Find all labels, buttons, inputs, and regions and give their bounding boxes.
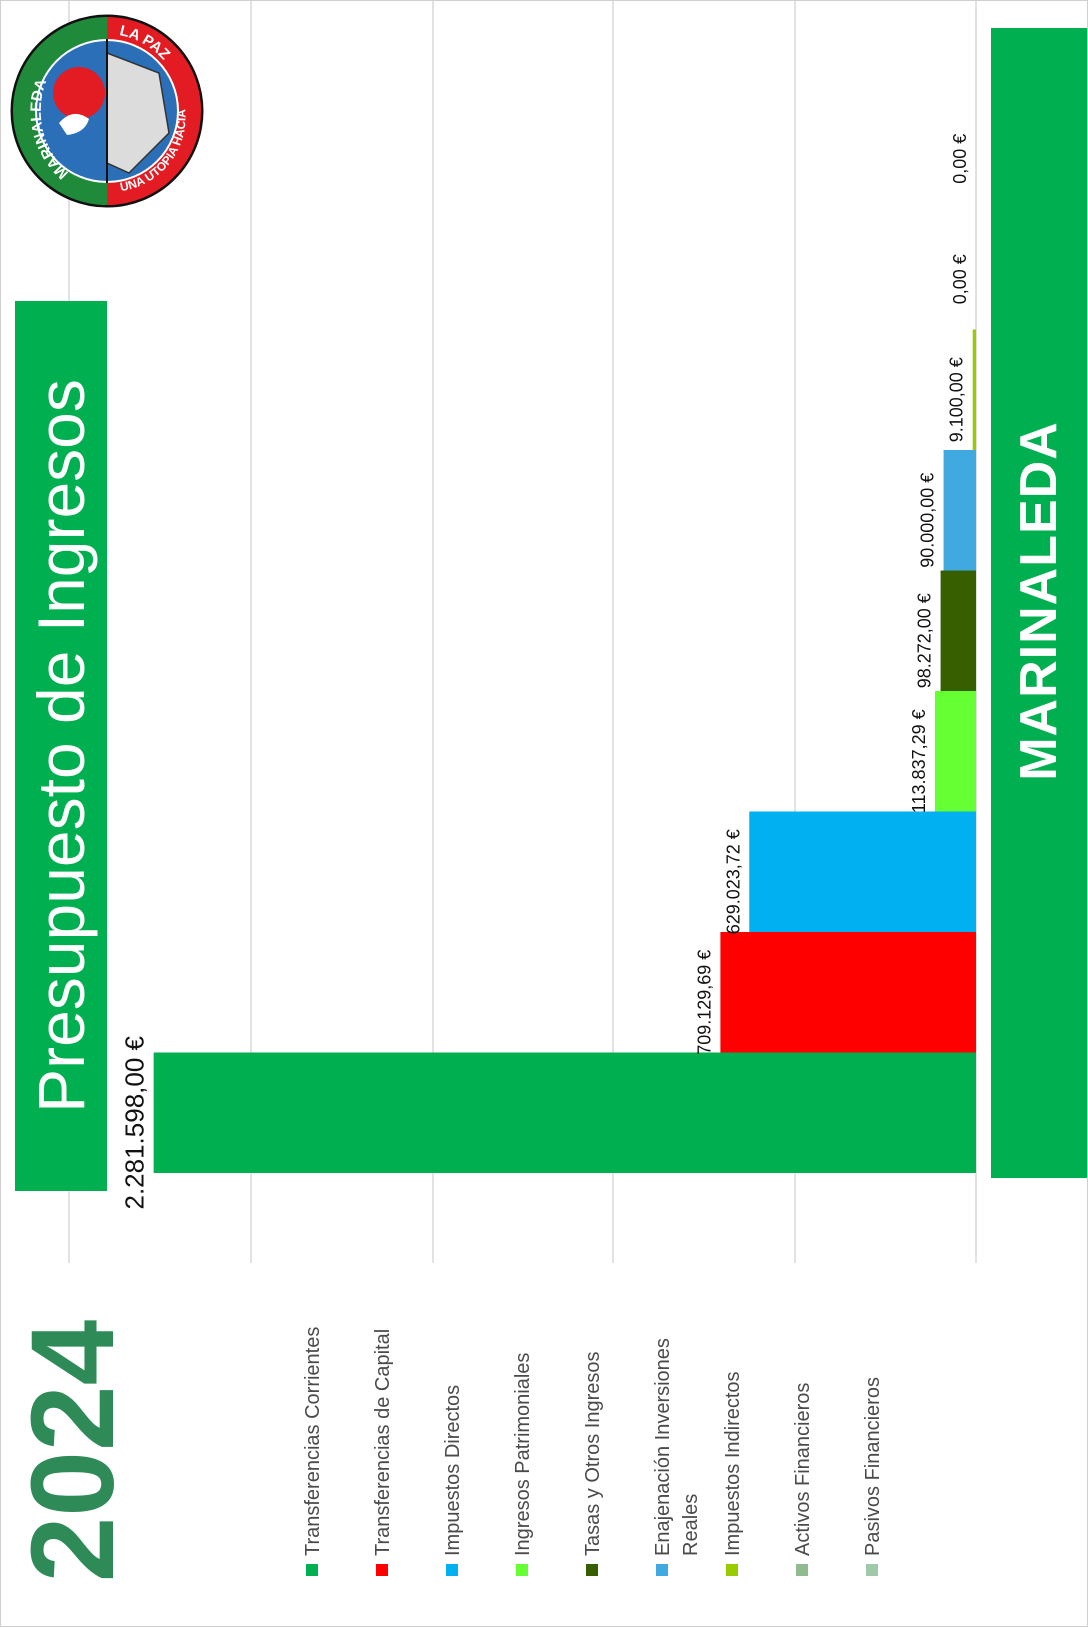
data-label: 98.272,00 € [915, 593, 935, 688]
legend-item: Ingresos Patrimoniales [512, 1353, 534, 1576]
data-label: 90.000,00 € [918, 473, 938, 568]
legend-item: Tasas y Otros Ingresos [582, 1351, 604, 1576]
bar [749, 811, 976, 932]
legend-item: Transferencias Corrientes [302, 1327, 324, 1576]
title-banner [15, 301, 107, 1191]
legend-item: Activos Financieros [792, 1383, 814, 1576]
bar [943, 450, 976, 571]
legend-item: Transferencias de Capital [372, 1329, 394, 1576]
legend-swatch [656, 1564, 668, 1576]
data-label: 113.837,29 € [909, 709, 929, 813]
data-labels: 2.281.598,00 € 709.129,69 € 629.023,72 € 11… [120, 134, 970, 1210]
bar [720, 932, 976, 1053]
legend-label: Impuestos Indirectos [722, 1371, 744, 1556]
data-label: 0,00 € [950, 254, 970, 304]
legend-label: Activos Financieros [792, 1383, 814, 1556]
year-label: 2024 [7, 1319, 139, 1583]
legend-label: Tasas y Otros Ingresos [582, 1351, 604, 1556]
data-label: 9.100,00 € [947, 357, 967, 442]
legend-swatch [866, 1564, 878, 1576]
legend-swatch [586, 1564, 598, 1576]
legend-swatch [796, 1564, 808, 1576]
legend-swatch [516, 1564, 528, 1576]
legend-label: Pasivos Financieros [862, 1377, 884, 1556]
legend-swatch [726, 1564, 738, 1576]
data-label: 0,00 € [950, 134, 970, 184]
data-label: 2.281.598,00 € [120, 1035, 150, 1209]
legend-item: Impuestos Directos [442, 1385, 464, 1576]
brand-name: MARINALEDA [1010, 421, 1068, 781]
legend-label: Transferencias Corrientes [302, 1327, 324, 1556]
legend-item: Enajenación Inversiones Reales [652, 1338, 702, 1576]
legend-label: Ingresos Patrimoniales [512, 1353, 534, 1556]
chart-title: Presupuesto de Ingresos [24, 379, 98, 1113]
legend-label: Reales [680, 1494, 702, 1556]
bar [934, 691, 976, 812]
legend-label: Transferencias de Capital [372, 1329, 394, 1556]
legend: Transferencias Corrientes Transferencias … [302, 1327, 884, 1576]
legend-label: Enajenación Inversiones [652, 1338, 674, 1556]
bars [153, 329, 977, 1173]
legend-swatch [306, 1564, 318, 1576]
legend-swatch [376, 1564, 388, 1576]
legend-item: Pasivos Financieros [862, 1377, 884, 1576]
legend-label: Impuestos Directos [442, 1385, 464, 1556]
bar [972, 329, 976, 450]
bar [940, 570, 976, 691]
marinaleda-logo: MARINALEDA LA PAZ UNA UTOPIA HACIA [10, 14, 204, 208]
legend-item: Impuestos Indirectos [722, 1371, 744, 1576]
bar [153, 1052, 977, 1173]
legend-swatch [446, 1564, 458, 1576]
data-label: 629.023,72 € [723, 829, 743, 934]
data-label: 709.129,69 € [694, 950, 714, 1055]
brand-banner [991, 28, 1087, 1178]
